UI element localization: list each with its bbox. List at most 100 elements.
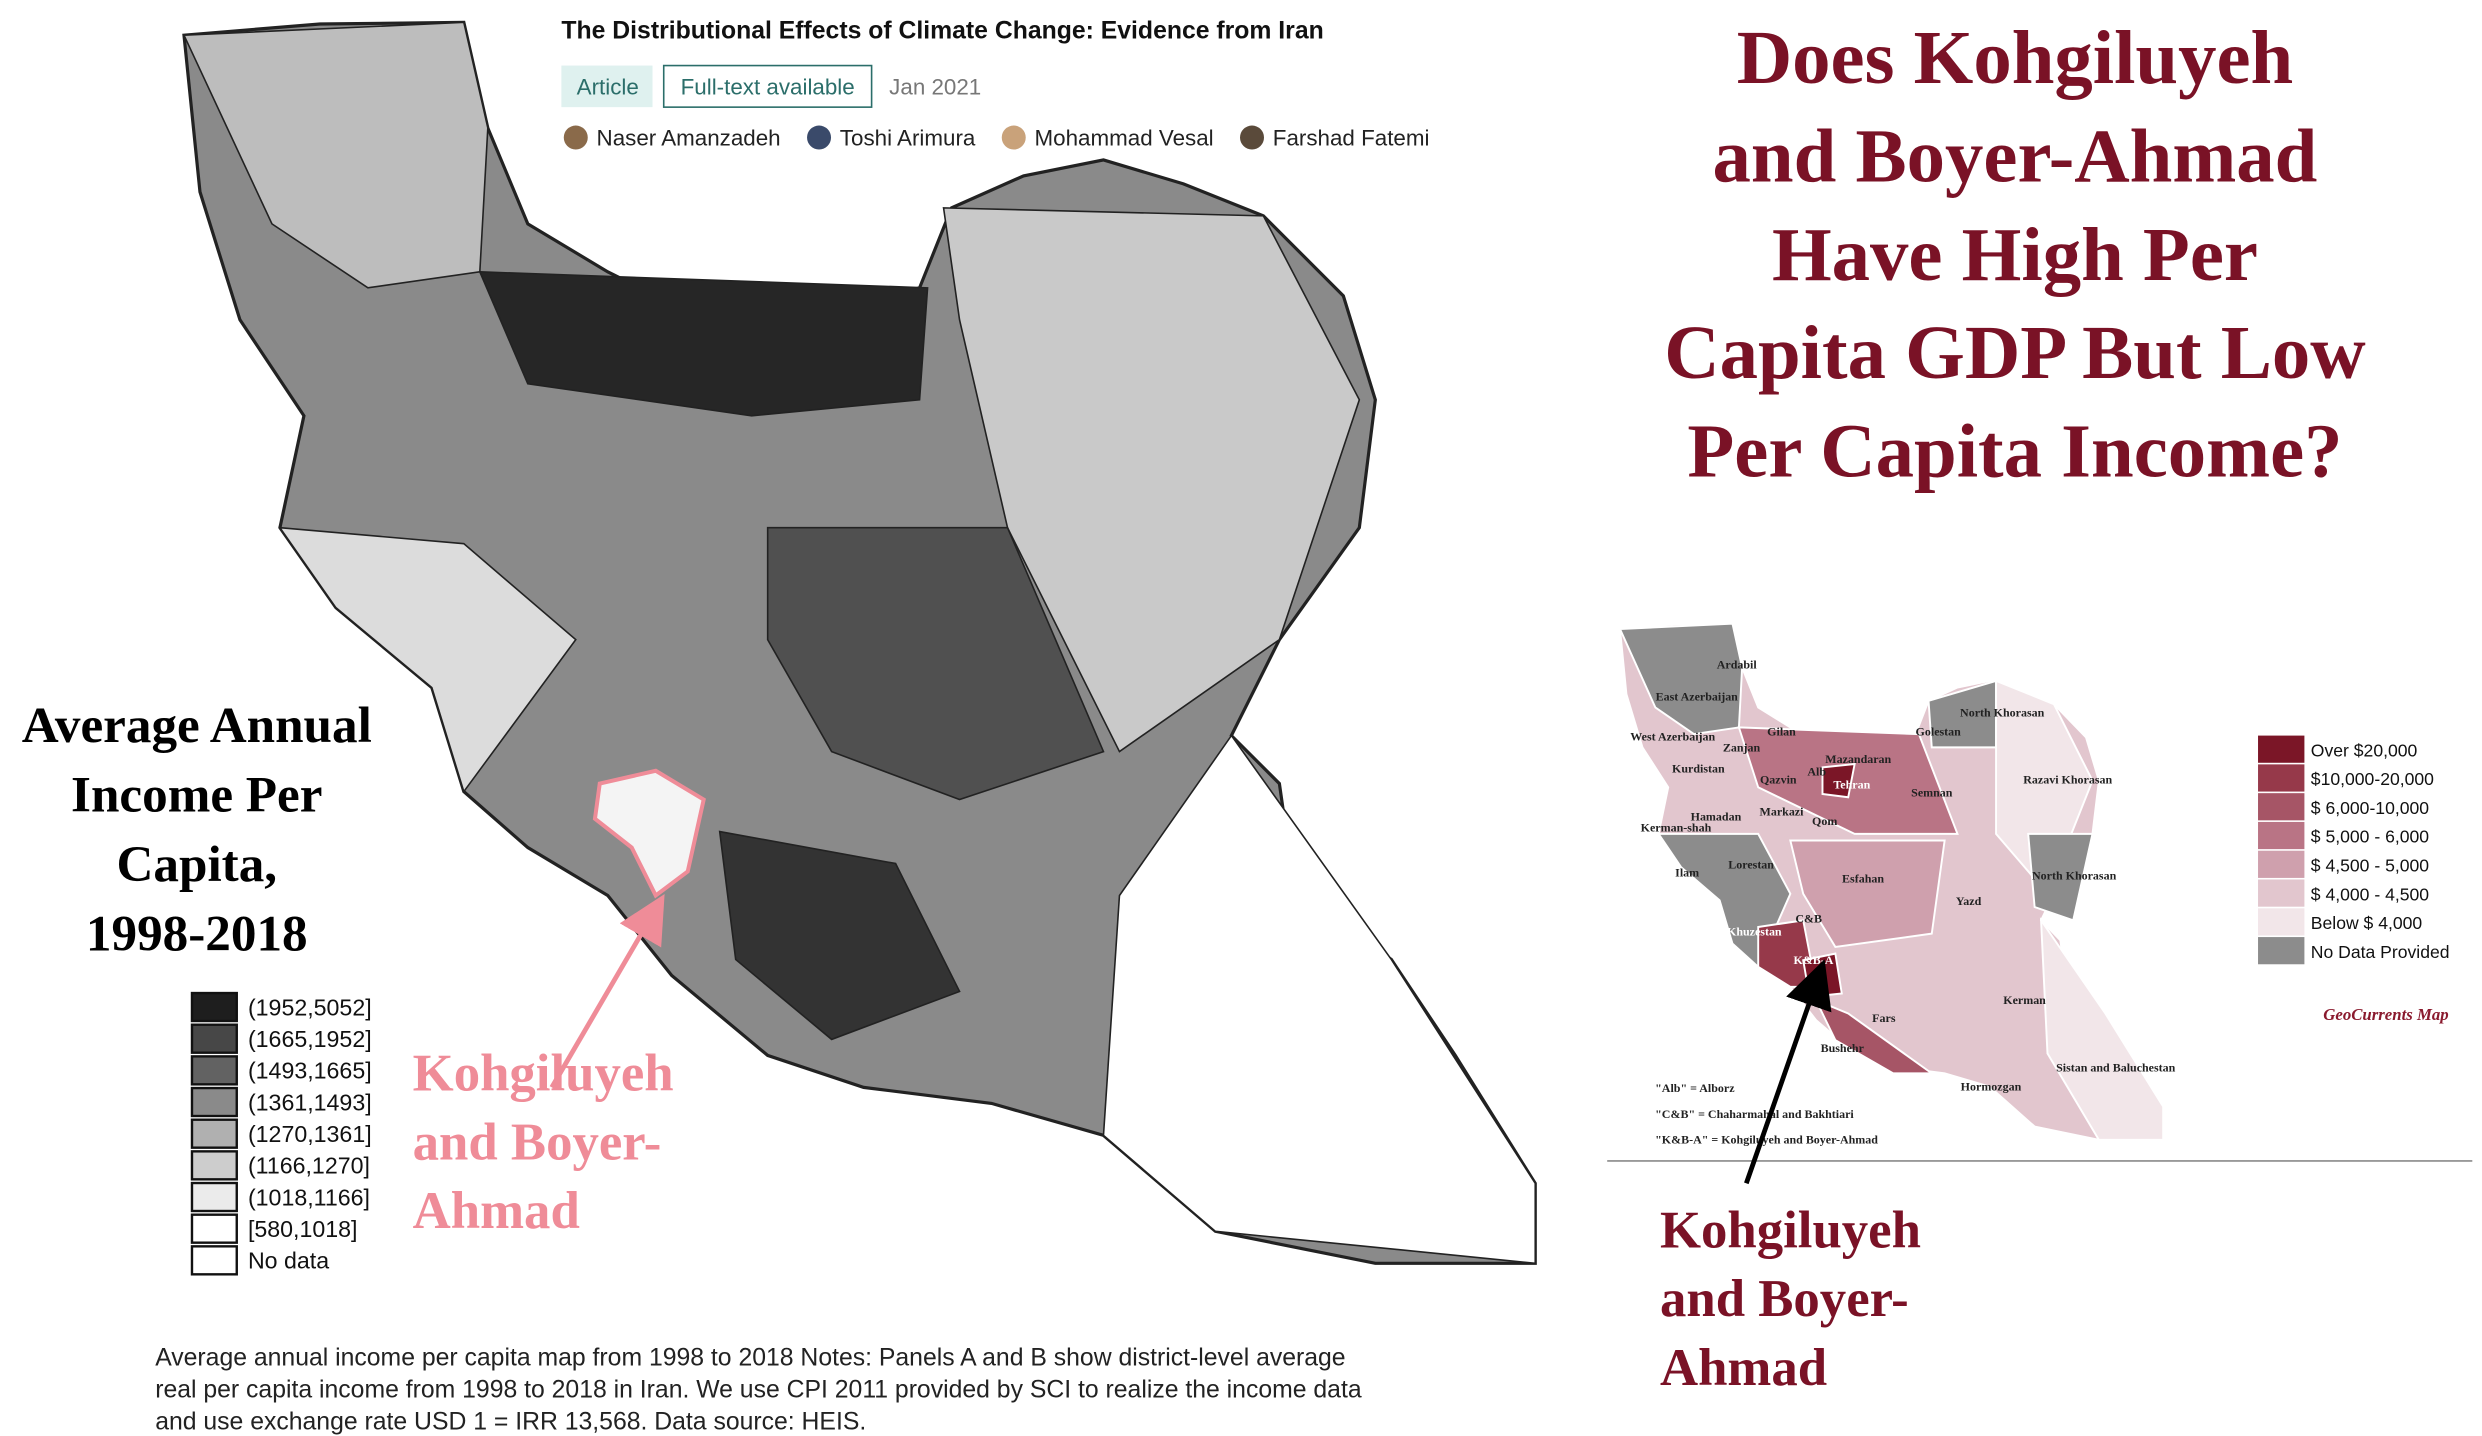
right-map: East Azerbaijan Ardabil Gilan West Azerb…	[1618, 622, 2176, 1141]
right-annotation: Kohgiluyeh and Boyer- Ahmad	[1660, 1201, 1921, 1397]
province-label: Markazi	[1760, 805, 1805, 819]
legend-swatch	[190, 1150, 238, 1181]
map-notes: "Alb" = Alborz "C&B" = Chaharmahal and Ba…	[1655, 1081, 1878, 1146]
province-label: Semnan	[1911, 785, 1953, 799]
province-label: Yazd	[1956, 894, 1982, 908]
legend-swatch	[190, 991, 238, 1023]
author-name: Farshad Fatemi	[1273, 126, 1430, 151]
caption-line: Average annual income per capita map fro…	[155, 1345, 1345, 1372]
right-legend: Over $20,000 $10,000-20,000 $ 6,000-10,000…	[2258, 735, 2450, 965]
legend-swatch	[2258, 908, 2305, 936]
legend-swatch	[2258, 937, 2305, 965]
badge-label: Article	[577, 74, 639, 99]
headline-line: and Boyer-Ahmad	[1713, 113, 2318, 198]
label-line: Income Per	[71, 767, 322, 824]
headline-line: Does Kohgiluyeh	[1737, 15, 2294, 100]
paper-title: The Distributional Effects of Climate Ch…	[561, 17, 1323, 44]
province-label: Bushehr	[1821, 1041, 1865, 1055]
badge	[662, 64, 873, 108]
author-avatar	[563, 125, 588, 150]
province-label: C&B	[1795, 912, 1822, 926]
legend-label: (1665,1952]	[248, 1026, 372, 1052]
legend-label: (1952,5052]	[248, 994, 372, 1020]
map-credit: GeoCurrents Map	[2323, 1005, 2448, 1024]
legend-label: (1493,1665]	[248, 1058, 372, 1084]
province-label: Gilan	[1767, 725, 1796, 739]
annotation-line: Ahmad	[1660, 1339, 1827, 1397]
legend-swatch	[2258, 879, 2305, 907]
map-note: "C&B" = Chaharmahal and Bakhtiari	[1655, 1107, 1854, 1121]
legend-swatch	[2258, 821, 2305, 850]
legend-label: $ 5,000 - 6,000	[2311, 827, 2429, 847]
province-label: North Khorasan	[1960, 705, 2045, 719]
author-name: Toshi Arimura	[840, 126, 976, 151]
caption-line: real per capita income from 1998 to 2018…	[155, 1377, 1362, 1404]
headline: Does Kohgiluyeh and Boyer-Ahmad Have High …	[1664, 15, 2366, 493]
author-avatar	[1001, 125, 1026, 150]
annotation-line: Kohgiluyeh	[413, 1045, 674, 1103]
legend-label: $ 6,000-10,000	[2311, 798, 2429, 818]
legend-label: Below $ 4,000	[2311, 913, 2423, 933]
caption: Average annual income per capita map fro…	[155, 1345, 1362, 1436]
headline-line: Capita GDP But Low	[1664, 310, 2366, 395]
legend-label: (1270,1361]	[248, 1121, 372, 1147]
left-legend: (1952,5052] (1665,1952] (1493,1665] (1361,1…	[190, 991, 372, 1276]
legend-label: (1166,1270]	[248, 1153, 370, 1179]
left-map	[182, 20, 1537, 1265]
annotation-line: Ahmad	[413, 1182, 580, 1240]
legend-swatch	[2258, 735, 2305, 763]
province-label: Kerman	[2003, 993, 2046, 1007]
label-line: Capita,	[116, 836, 277, 893]
legend-swatch	[2258, 764, 2305, 792]
annotation-line: Kohgiluyeh	[1660, 1201, 1921, 1259]
legend-label: Over $20,000	[2311, 740, 2418, 760]
province-label: Mazandaran	[1825, 752, 1891, 766]
province-label: Esfahan	[1842, 872, 1884, 886]
province-label: Zanjan	[1723, 741, 1761, 755]
legend-label: $ 4,500 - 5,000	[2311, 856, 2429, 876]
badge-label: Full-text available	[681, 74, 855, 99]
province-label: Lorestan	[1728, 857, 1774, 871]
annotation-arrow	[549, 893, 665, 1089]
province-label: Razavi Khorasan	[2023, 773, 2112, 787]
province-label: Hamadan	[1691, 809, 1742, 823]
legend-label: $ 4,000 - 4,500	[2311, 884, 2429, 904]
legend-swatch	[2258, 850, 2305, 878]
legend-label: [580,1018]	[248, 1216, 358, 1242]
province-label: Alb	[1807, 765, 1826, 779]
map-note: "K&B-A" = Kohgiluyeh and Boyer-Ahmad	[1655, 1132, 1878, 1146]
province-label: Ardabil	[1717, 657, 1758, 671]
province-label: Kerman-shah	[1641, 821, 1712, 835]
legend-swatch	[190, 1213, 238, 1244]
province-label: Sistan and Baluchestan	[2056, 1060, 2176, 1074]
legend-swatch	[190, 1181, 238, 1213]
author-avatar	[1240, 125, 1264, 150]
label-line: Average Annual	[22, 697, 372, 754]
legend-label: No Data Provided	[2311, 942, 2450, 962]
province-label: Kurdistan	[1672, 761, 1725, 775]
label-line: 1998-2018	[86, 906, 308, 963]
legend-label: (1361,1493]	[248, 1089, 372, 1115]
province-label: K&B-A	[1794, 953, 1834, 967]
legend-swatch	[2258, 793, 2305, 821]
left-label: Average Annual Income Per Capita, 1998-2018	[22, 697, 372, 963]
author-list: Naser Amanzadeh Toshi Arimura Mohammad Ves…	[563, 125, 1430, 151]
headline-line: Per Capita Income?	[1687, 409, 2342, 494]
province-label: Qom	[1812, 814, 1837, 828]
legend-label: $10,000-20,000	[2311, 769, 2434, 789]
author-name: Mohammad Vesal	[1035, 126, 1214, 151]
legend-swatch	[190, 1118, 238, 1149]
headline-line: Have High Per	[1772, 212, 2258, 297]
province-label: Golestan	[1916, 725, 1962, 739]
legend-label: (1018,1166]	[248, 1184, 370, 1210]
paper-date: Jan 2021	[889, 74, 981, 99]
annotation-line: and Boyer-	[413, 1113, 662, 1171]
legend-swatch	[190, 1055, 238, 1086]
left-annotation: Kohgiluyeh and Boyer- Ahmad	[413, 1045, 674, 1241]
author-avatar	[807, 125, 832, 150]
annotation-line: and Boyer-	[1660, 1270, 1909, 1328]
legend-swatch	[190, 1023, 238, 1054]
caption-line: and use exchange rate USD 1 = IRR 13,568…	[155, 1409, 866, 1436]
